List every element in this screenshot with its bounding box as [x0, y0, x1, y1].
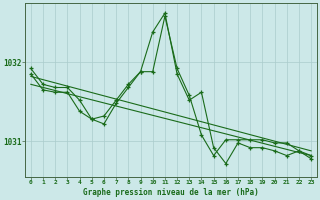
X-axis label: Graphe pression niveau de la mer (hPa): Graphe pression niveau de la mer (hPa) [83, 188, 259, 197]
